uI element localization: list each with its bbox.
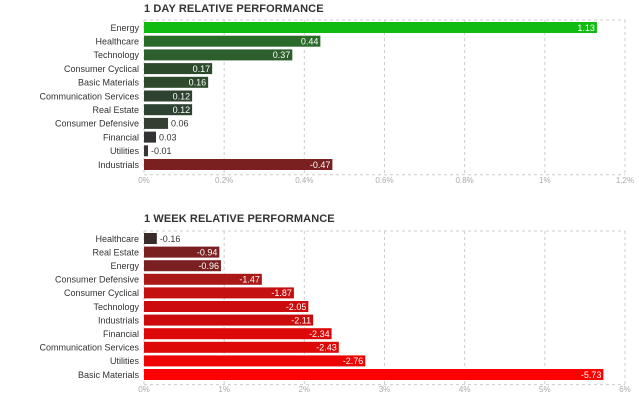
category-label: Healthcare	[95, 37, 139, 47]
bar	[144, 104, 193, 116]
bar	[144, 369, 604, 380]
value-label: -1.87	[271, 288, 292, 298]
bar	[144, 233, 157, 244]
bar	[144, 328, 332, 340]
bar	[144, 273, 262, 285]
category-label: Real Estate	[92, 247, 139, 257]
x-tick-label: 3%	[379, 385, 391, 394]
bar	[144, 314, 314, 326]
category-label: Industrials	[98, 160, 140, 170]
value-label: -2.05	[286, 302, 307, 312]
value-label: 1.13	[577, 23, 595, 33]
category-label: Utilities	[110, 146, 140, 156]
bar	[144, 49, 293, 61]
category-label: Consumer Defensive	[55, 119, 139, 129]
chart-title-1week: 1 WEEK RELATIVE PERFORMANCE	[144, 213, 335, 225]
x-tick-label: 0.6%	[375, 176, 393, 185]
category-label: Financial	[103, 132, 139, 142]
category-label: Consumer Cyclical	[64, 64, 139, 74]
value-label: -5.73	[581, 370, 602, 380]
category-label: Consumer Cyclical	[64, 288, 139, 298]
value-label: -2.43	[316, 343, 337, 353]
value-label: 0.16	[189, 78, 207, 88]
bar	[144, 131, 157, 143]
bar	[144, 145, 149, 157]
x-tick-label: 1.2%	[616, 176, 634, 185]
bar	[144, 355, 366, 367]
chart-1day-relative-performance: 0% 0.2% 0.4% 0.6% 0.8% 1% 1.2% Energy 1.13 Health…	[39, 19, 634, 185]
bar	[144, 76, 209, 88]
bar	[144, 159, 333, 170]
value-label: -2.76	[343, 356, 364, 366]
value-label: -2.11	[291, 315, 311, 325]
category-label: Basic Materials	[78, 78, 140, 88]
category-label: Real Estate	[92, 105, 139, 115]
x-tick-label: 0.4%	[295, 176, 313, 185]
x-tick-label: 0%	[138, 176, 150, 185]
bar	[144, 22, 597, 33]
x-tick-label: 1%	[218, 385, 230, 394]
category-label: Financial	[103, 329, 139, 339]
category-label: Communication Services	[39, 343, 139, 353]
bar	[144, 35, 321, 47]
bar	[144, 117, 169, 129]
value-label: -0.96	[198, 261, 219, 271]
category-label: Technology	[93, 302, 139, 312]
x-tick-label: 4%	[459, 385, 471, 394]
bar	[144, 287, 294, 299]
category-label: Communication Services	[39, 91, 139, 101]
value-label: -0.94	[197, 247, 218, 257]
bar	[144, 301, 309, 312]
value-label: -0.47	[310, 160, 331, 170]
bar	[144, 63, 213, 75]
x-tick-label: 5%	[539, 385, 551, 394]
value-label: 0.06	[171, 119, 189, 129]
category-label: Utilities	[110, 356, 140, 366]
category-label: Consumer Defensive	[55, 275, 139, 285]
bar	[144, 260, 221, 272]
x-tick-label: 6%	[619, 385, 631, 394]
x-tick-label: 0%	[138, 385, 150, 394]
x-tick-label: 0.2%	[215, 176, 233, 185]
bar	[144, 90, 193, 102]
value-label: 0.03	[159, 132, 177, 142]
value-label: 0.17	[193, 64, 211, 74]
chart-title-1day: 1 DAY RELATIVE PERFORMANCE	[144, 3, 324, 15]
value-label: -0.01	[151, 146, 172, 156]
value-label: -2.34	[309, 329, 330, 339]
bar	[144, 246, 220, 258]
x-tick-label: 2%	[299, 385, 311, 394]
category-label: Energy	[110, 23, 139, 33]
category-label: Healthcare	[95, 234, 139, 244]
value-label: -0.16	[160, 234, 181, 244]
category-label: Industrials	[98, 315, 140, 325]
category-label: Energy	[110, 261, 139, 271]
value-label: 0.12	[173, 105, 191, 115]
x-tick-label: 1%	[539, 176, 551, 185]
bar	[144, 341, 339, 353]
category-label: Technology	[93, 50, 139, 60]
category-label: Basic Materials	[78, 370, 140, 380]
value-label: -1.47	[239, 275, 260, 285]
value-label: 0.37	[273, 50, 291, 60]
x-tick-label: 0.8%	[456, 176, 474, 185]
value-label: 0.44	[301, 37, 319, 47]
value-label: 0.12	[173, 91, 191, 101]
